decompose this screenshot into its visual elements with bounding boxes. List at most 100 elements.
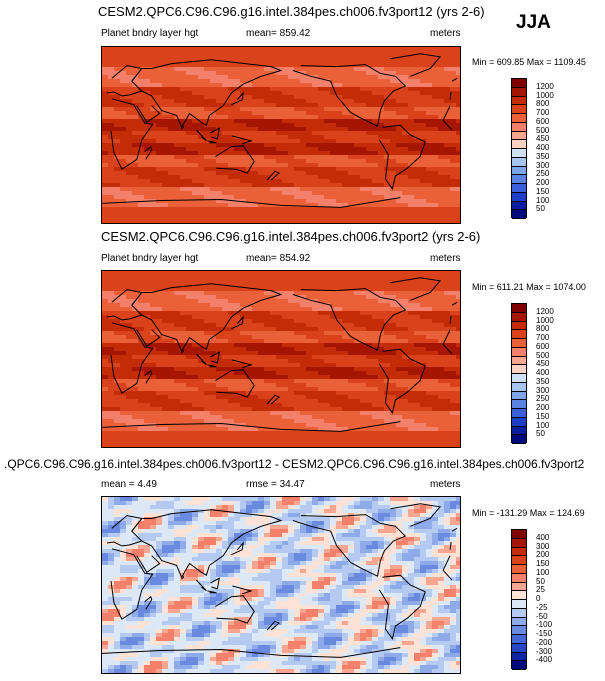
map-cell <box>144 363 151 368</box>
map-cell <box>126 351 133 356</box>
map-cell <box>234 59 241 64</box>
map-cell <box>126 271 133 276</box>
map-cell <box>120 87 127 92</box>
map-cell <box>258 339 265 344</box>
map-cell <box>456 59 460 64</box>
map-cell <box>162 83 169 88</box>
map-cell <box>420 383 427 388</box>
map-cell <box>120 375 127 380</box>
map-cell <box>426 219 433 223</box>
map-cell <box>162 155 169 160</box>
map-cell <box>330 195 337 200</box>
map-cell <box>240 327 247 332</box>
map-cell <box>384 47 391 52</box>
map-cell <box>264 419 271 424</box>
map-cell <box>348 367 355 372</box>
map-cell <box>216 99 223 104</box>
map-cell <box>234 315 241 320</box>
map-cell <box>366 63 373 68</box>
map-cell <box>252 151 259 156</box>
map-cell <box>180 355 187 360</box>
map-cell <box>276 283 283 288</box>
map-cell <box>390 283 397 288</box>
map-cell <box>384 335 391 340</box>
map-cell <box>180 47 187 52</box>
map-cell <box>216 395 223 400</box>
map-cell <box>180 203 187 208</box>
map-cell <box>192 123 199 128</box>
map-cell <box>306 143 313 148</box>
map-cell <box>366 399 373 404</box>
map-cell <box>354 159 361 164</box>
map-cell <box>264 131 271 136</box>
map-cell <box>162 111 169 116</box>
map-cell <box>132 327 139 332</box>
map-cell <box>198 275 205 280</box>
map-cell <box>402 359 409 364</box>
map-cell <box>318 399 325 404</box>
map-cell <box>258 187 265 192</box>
map-cell <box>456 135 460 140</box>
map-cell <box>198 151 205 156</box>
map-cell <box>366 79 373 84</box>
map-cell <box>234 411 241 416</box>
map-cell <box>306 207 313 212</box>
map-cell <box>252 367 259 372</box>
map-cell <box>288 379 295 384</box>
map-cell <box>234 355 241 360</box>
map-cell <box>444 295 451 300</box>
map-cell <box>348 107 355 112</box>
map-cell <box>138 395 145 400</box>
map-cell <box>150 279 157 284</box>
map-cell <box>228 207 235 212</box>
map-cell <box>438 215 445 220</box>
map-cell <box>126 131 133 136</box>
map-cell <box>264 219 271 223</box>
map-cell <box>378 355 385 360</box>
map-cell <box>162 131 169 136</box>
map-cell <box>372 67 379 72</box>
map-cell <box>270 339 277 344</box>
map-cell <box>222 47 229 52</box>
map-cell <box>234 367 241 372</box>
map-cell <box>450 363 457 368</box>
map-cell <box>258 419 265 424</box>
map-cell <box>396 91 403 96</box>
map-cell <box>456 83 460 88</box>
map-cell <box>258 215 265 220</box>
map-cell <box>390 395 397 400</box>
map-cell <box>186 67 193 72</box>
map-cell <box>258 311 265 316</box>
map-cell <box>408 127 415 132</box>
map-cell <box>102 47 109 52</box>
map-cell <box>222 307 229 312</box>
map-cell <box>102 331 109 336</box>
map-cell <box>264 95 271 100</box>
map-cell <box>444 143 451 148</box>
map-cell <box>282 159 289 164</box>
map-cell <box>138 343 145 348</box>
map-cell <box>366 371 373 376</box>
map-cell <box>108 291 115 296</box>
map-cell <box>420 419 427 424</box>
map-cell <box>300 299 307 304</box>
map-cell <box>378 75 385 80</box>
map-cell <box>192 347 199 352</box>
map-cell <box>354 67 361 72</box>
map-cell <box>408 167 415 172</box>
map-cell <box>192 407 199 412</box>
map-cell <box>156 299 163 304</box>
map-cell <box>204 391 211 396</box>
map-cell <box>132 171 139 176</box>
map-cell <box>234 107 241 112</box>
map-cell <box>144 383 151 388</box>
map-cell <box>132 319 139 324</box>
map-cell <box>300 151 307 156</box>
map-cell <box>378 299 385 304</box>
map-cell <box>402 211 409 216</box>
panel-1-minmax: Min = 609.85 Max = 1109.45 <box>472 57 586 67</box>
map-cell <box>156 315 163 320</box>
map-cell <box>246 359 253 364</box>
map-cell <box>384 127 391 132</box>
map-cell <box>252 183 259 188</box>
